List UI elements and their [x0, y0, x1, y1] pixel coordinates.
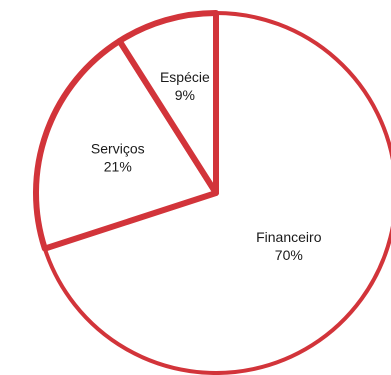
slice-label-especie: Espécie	[160, 69, 210, 85]
pie-slice-servicos	[33, 38, 219, 252]
slice-value-servicos: 21%	[104, 159, 132, 175]
slice-value-financeiro: 70%	[275, 247, 303, 263]
pie-labels: Financeiro 70% Serviços 21% Espécie 9%	[91, 69, 322, 263]
pie-slices	[33, 10, 391, 375]
slice-value-especie: 9%	[175, 87, 195, 103]
pie-slice-especie	[116, 10, 219, 196]
slice-label-servicos: Serviços	[91, 141, 145, 157]
slice-label-financeiro: Financeiro	[256, 229, 322, 245]
